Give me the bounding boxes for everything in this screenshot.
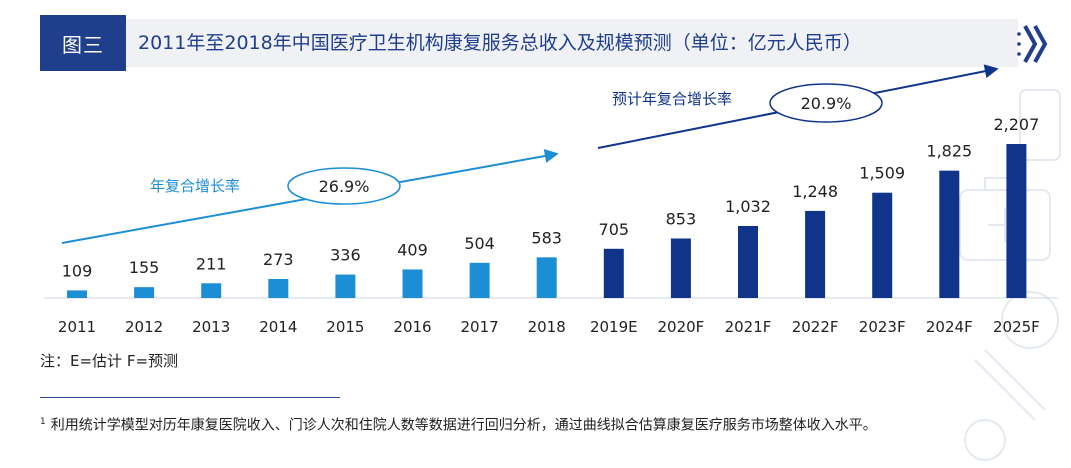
figure-badge: 图三 [40,15,126,71]
legend-note: 注：E=估计 F=预测 [40,352,179,370]
bar-2013 [201,283,222,298]
cagr-historical-bubble [287,167,401,205]
value-label-2018: 583 [531,228,562,247]
bar-2019E [603,248,624,298]
x-tick-label-2016: 2016 [393,318,431,336]
chart-title: 2011年至2018年中国医疗卫生机构康复服务总收入及规模预测（单位：亿元人民币… [126,19,1018,67]
cagr-forecast-bubble [769,83,883,123]
value-label-2011: 109 [62,261,93,280]
x-tick-label-2020F: 2020F [657,318,704,336]
bar-2015 [335,274,356,298]
value-label-2014: 273 [263,250,294,269]
value-label-2022F: 1,248 [792,182,838,201]
bar-2024F [939,170,960,298]
footnote: 1 利用统计学模型对历年康复医院收入、门诊人次和住院人数等数据进行回归分析，通过曲… [40,412,1040,436]
value-label-2023F: 1,509 [859,164,905,183]
bar-2014 [268,278,289,298]
x-tick-label-2015: 2015 [326,318,364,336]
x-tick-label-2023F: 2023F [859,318,906,336]
cagr-forecast-value: 20.9% [801,94,852,113]
value-label-2021F: 1,032 [725,197,771,216]
x-tick-label-2012: 2012 [125,318,163,336]
medical-case-icon [959,189,1051,261]
bar-2020F [670,238,691,298]
value-label-2019E: 705 [599,220,630,239]
chevron-right-icon [1017,25,1048,63]
x-tick-label-2024F: 2024F [926,318,973,336]
syringe-icon [974,349,1046,421]
stethoscope-icon [1001,291,1059,349]
x-tick-label-2021F: 2021F [725,318,772,336]
bar-2011 [67,290,87,298]
value-label-2015: 336 [330,246,361,265]
x-tick-label-2018: 2018 [528,318,566,336]
x-tick-label-2017: 2017 [461,318,499,336]
value-label-2024F: 1,825 [926,142,972,161]
x-tick-label-2014: 2014 [259,318,297,336]
bar-2021F [738,225,758,298]
value-label-2012: 155 [129,258,160,277]
pill-bottle-icon [1019,89,1061,161]
footnote-divider [40,397,340,398]
value-label-2016: 409 [397,240,428,259]
x-tick-label-2025F: 2025F [993,318,1040,336]
value-label-2020F: 853 [666,209,697,228]
bar-2023F [872,192,893,298]
pill-icon [964,419,1006,461]
x-tick-label-2011: 2011 [58,318,96,336]
bar-2012 [134,287,155,298]
value-label-2013: 211 [196,254,227,273]
bar-2025F [1006,144,1027,298]
value-label-2025F: 2,207 [993,115,1039,134]
bar-2018 [536,257,557,298]
bar-2022F [805,210,826,298]
footnote-marker: 1 [40,417,46,427]
bar-2016 [402,269,423,298]
cagr-forecast-label: 预计年复合增长率 [612,90,732,108]
x-tick-label-2022F: 2022F [792,318,839,336]
bar-2017 [469,262,490,298]
x-tick-label-2019E: 2019E [590,318,638,336]
cagr-historical-label: 年复合增长率 [150,177,240,195]
value-label-2017: 504 [464,234,495,253]
x-tick-label-2013: 2013 [192,318,230,336]
cagr-historical-value: 26.9% [319,177,370,196]
footnote-text: 利用统计学模型对历年康复医院收入、门诊人次和住院人数等数据进行回归分析，通过曲线… [50,417,877,434]
